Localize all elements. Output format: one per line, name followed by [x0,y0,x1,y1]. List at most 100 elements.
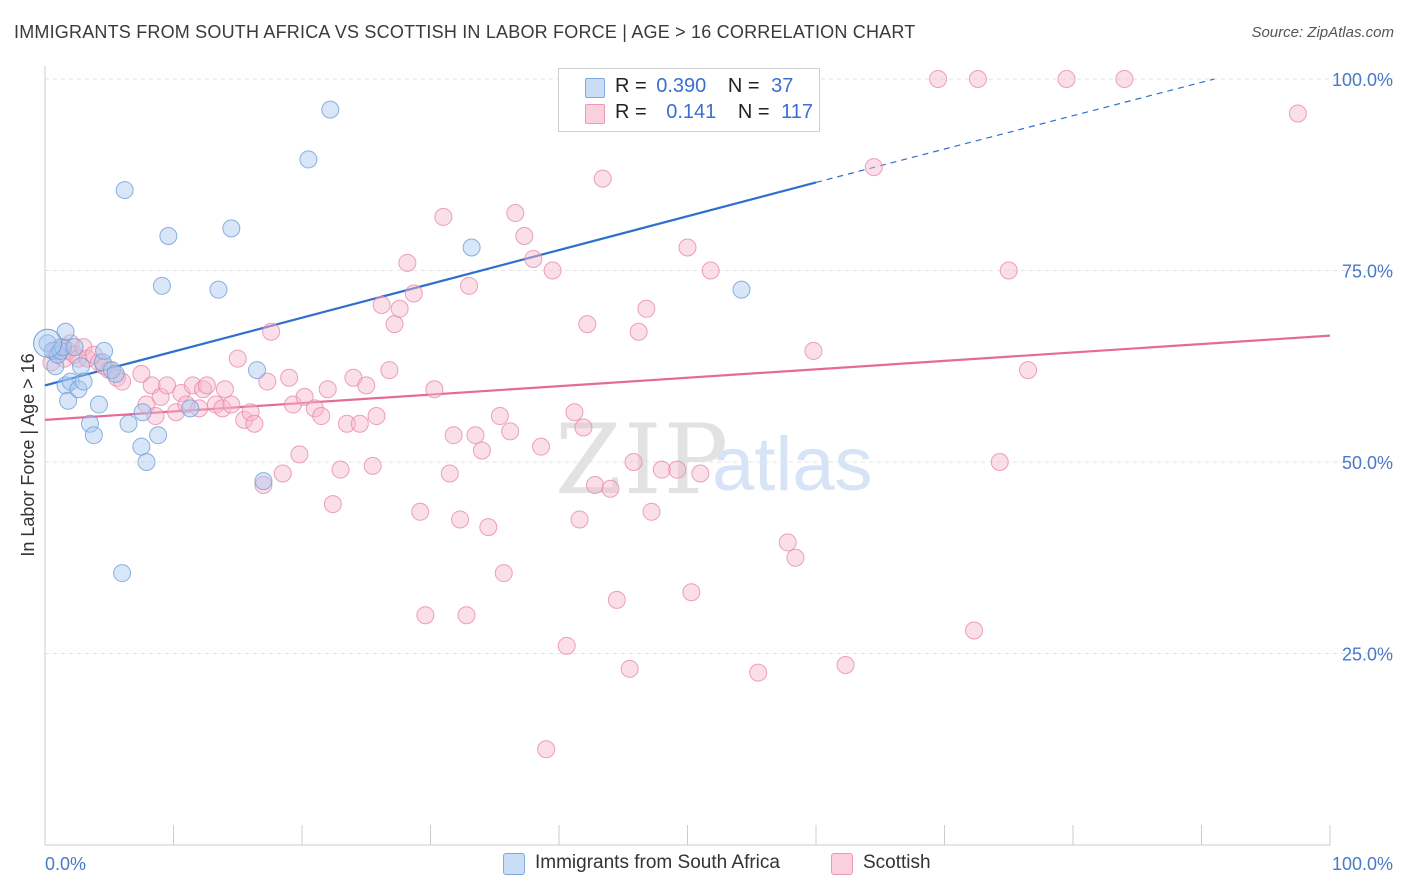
data-point [629,322,648,341]
stats-legend: R = 0.390 N = 37 R = 0.141 N = 117 [558,68,820,132]
data-point [167,403,186,422]
data-point [691,464,710,483]
data-point [501,422,520,441]
data-point [84,426,103,445]
data-point [637,299,656,318]
data-point [440,464,459,483]
data-point [254,475,273,494]
data-point [929,70,948,88]
data-point [137,453,156,471]
data-point [241,403,260,422]
axes [44,66,1331,846]
data-point [425,380,444,399]
data-point [337,414,356,433]
trend-line-scottish [44,334,1331,421]
data-point [209,280,228,299]
data-point [506,204,525,223]
data-point [444,426,463,445]
data-point [159,227,178,246]
data-point [620,659,639,678]
data-point [228,349,247,368]
data-point [132,364,151,383]
data-point [990,453,1009,471]
data-point [642,502,661,521]
data-point [585,475,604,494]
data-point [183,376,202,395]
data-points [33,70,1307,759]
data-point [74,372,93,391]
data-point [71,357,90,376]
data-point [404,284,423,303]
data-point [466,426,485,445]
data-point [532,437,551,456]
legend-swatch-south-africa [503,853,525,875]
legend-swatch-south-africa [585,78,605,98]
data-point [1057,70,1076,88]
data-point [479,518,498,537]
data-point [280,368,299,387]
data-point [574,418,593,437]
data-point [222,395,241,414]
data-point [557,636,576,655]
data-point [357,376,376,395]
data-point [515,227,534,246]
data-point [222,219,241,238]
data-point [462,238,481,257]
source-label: Source: ZipAtlas.com [1251,24,1394,41]
x-tick-label: 0.0% [45,854,86,874]
data-point [836,655,855,674]
data-point [149,426,168,445]
data-point [682,583,701,602]
data-point [786,548,805,567]
legend-n-value: 117 [781,101,814,123]
data-point [472,441,491,460]
data-point [804,341,823,360]
data-point [215,380,234,399]
data-point [119,414,138,433]
data-point [451,510,470,529]
legend-r-label: R = [615,75,647,97]
watermark: ZIP atlas [555,404,873,516]
data-point [457,606,476,625]
data-point [570,510,589,529]
data-point [732,280,751,299]
data-point [543,261,562,280]
y-tick-label: 50.0% [1342,453,1393,473]
data-point [372,295,391,314]
data-point [245,414,264,433]
data-point [321,100,340,119]
data-point [965,621,984,640]
legend-r-value: 0.141 [666,101,717,123]
y-tick-label: 25.0% [1342,645,1393,665]
watermark-atlas: atlas [712,422,873,507]
data-point [312,407,331,426]
data-point [1288,104,1307,123]
data-point [181,399,200,418]
legend-n-label: N = [727,75,760,97]
data-point [33,328,63,358]
data-point [434,207,453,226]
data-point [624,453,643,471]
data-point [490,407,509,426]
data-point [701,261,720,280]
trend-line-south-africa [44,181,817,387]
data-point [350,414,369,433]
legend-r-label: R = [615,101,647,123]
data-point [460,276,479,295]
data-point [1019,361,1038,380]
data-point [262,322,281,341]
data-point [132,437,151,456]
data-point [254,472,273,491]
data-point [607,590,626,609]
data-point [305,399,324,418]
data-point [778,533,797,552]
data-point [80,414,99,433]
y-axis-label: In Labor Force | Age > 16 [18,353,38,556]
data-point [367,407,386,426]
data-point [56,322,75,341]
data-point [331,460,350,479]
data-point [89,395,108,414]
data-point [363,456,382,475]
data-point [258,372,277,391]
data-point [59,391,78,410]
